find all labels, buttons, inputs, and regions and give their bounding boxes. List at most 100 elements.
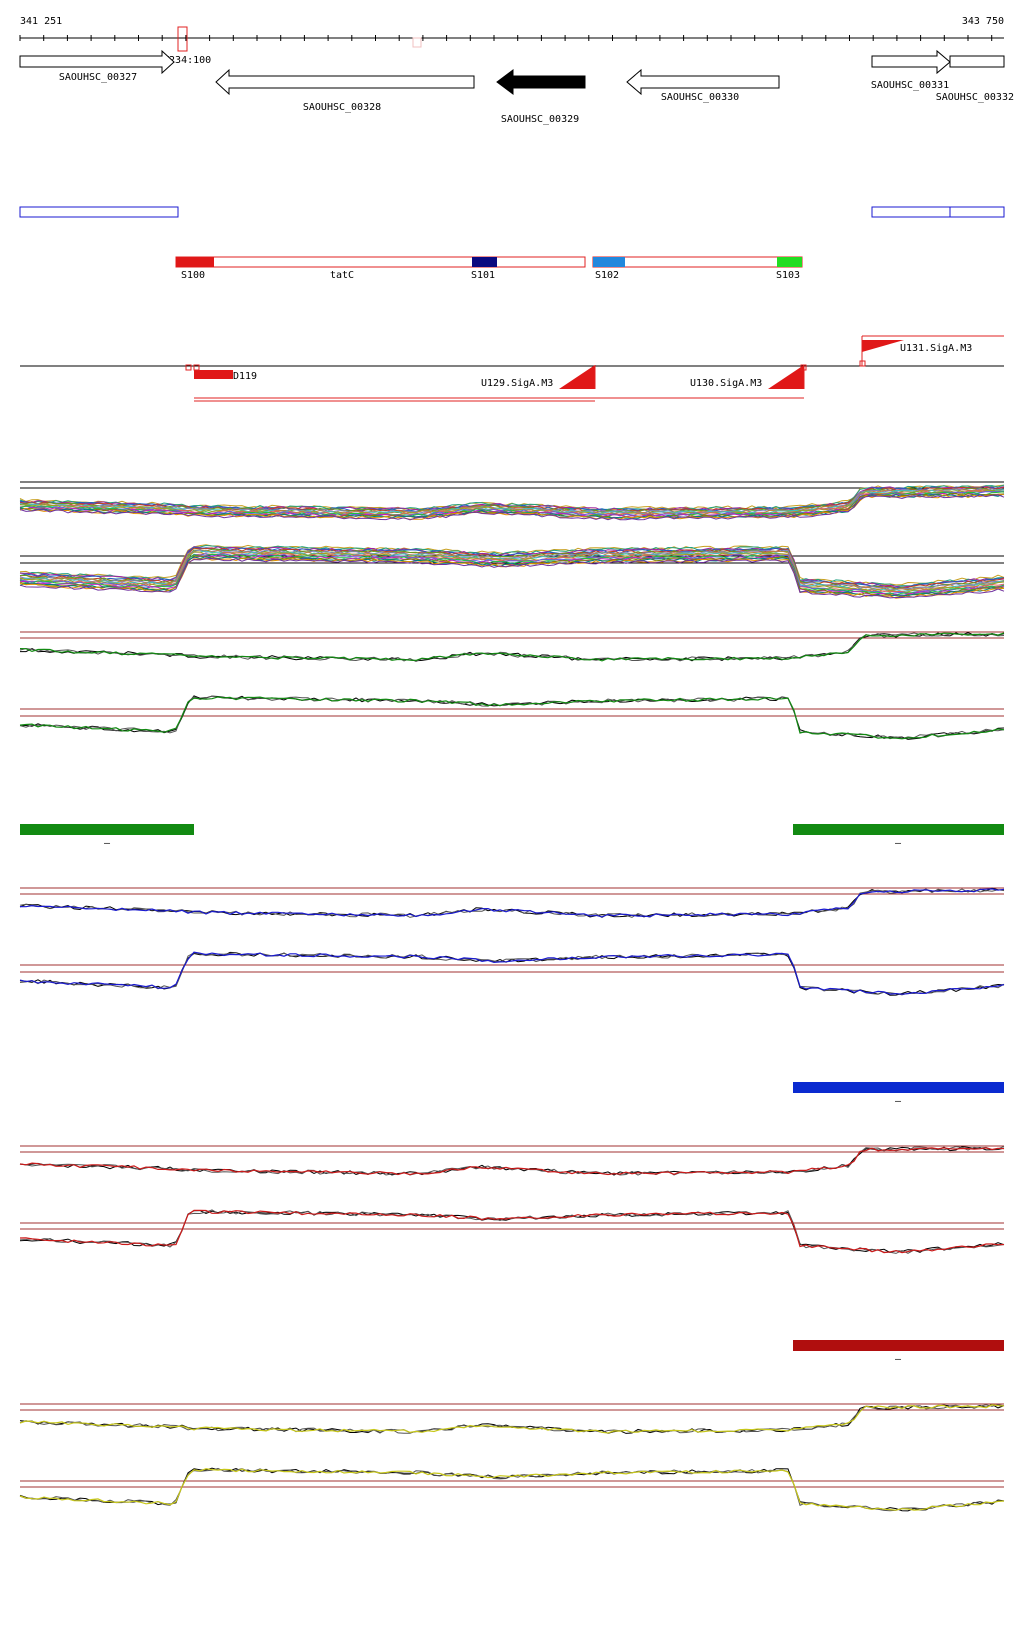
gene-label: SAOUHSC_00331 (871, 80, 949, 91)
coord-end-label: 343 750 (962, 16, 1004, 27)
profile-reference (19, 695, 1005, 740)
segment-S102[interactable] (593, 257, 625, 267)
transcript-D119-block[interactable] (194, 370, 233, 379)
segment-label-S103: S103 (776, 270, 800, 281)
transcript-start-marker (185, 364, 192, 371)
gene-SAOUHSC_00330[interactable]: SAOUHSC_00330 (626, 68, 780, 103)
condition-profiles (19, 1145, 1005, 1254)
profile-reference (19, 1146, 1005, 1176)
overview-forward-strand (19, 481, 1005, 521)
blue-box-track (19, 206, 1005, 218)
profile-reference (19, 887, 1005, 918)
blue-box[interactable] (871, 206, 1005, 218)
overview-profile (19, 494, 1005, 521)
blue-box[interactable] (19, 206, 179, 218)
profile-reference (19, 1145, 1005, 1176)
condition-track-blue (19, 887, 1005, 996)
gene-SAOUHSC_00331[interactable]: SAOUHSC_00331 (871, 49, 951, 91)
profile-reference (19, 888, 1005, 919)
segment-track: S100 tatC S101 S102 S103 (175, 256, 803, 281)
segment-label-S102: S102 (595, 270, 619, 281)
profile-reference (20, 631, 1005, 662)
bar-row-green: – – (20, 824, 1004, 849)
gene-SAOUHSC_00332[interactable]: SAOUHSC_00332 (936, 55, 1014, 103)
overview-profile (20, 488, 1005, 515)
profile-reference (19, 632, 1005, 662)
gene-arrow-forward[interactable] (871, 49, 951, 75)
gene-label: SAOUHSC_00332 (936, 92, 1014, 103)
gene-label: SAOUHSC_00329 (501, 114, 579, 125)
condition-track-green (19, 631, 1005, 740)
profile-condition (19, 1468, 1005, 1511)
gene-arrow-reverse[interactable] (215, 68, 475, 96)
bar-row-red: – (793, 1340, 1004, 1365)
profile-reference (19, 1209, 1005, 1254)
marker-label: TT234:100 (157, 55, 211, 66)
segment-label-S101: S101 (471, 270, 495, 281)
profile-condition (19, 696, 1005, 740)
overview-profile (19, 557, 1005, 599)
expression-bar[interactable] (793, 1082, 1004, 1093)
profile-condition (19, 888, 1005, 918)
gene-arrow-forward[interactable] (949, 55, 1005, 68)
overview-reverse-strand (19, 544, 1005, 599)
condition-track-yellow (19, 1403, 1005, 1512)
promoter-flag-U131[interactable] (862, 340, 904, 352)
gene-arrow-reverse[interactable] (626, 68, 780, 96)
condition-profiles (19, 1403, 1005, 1512)
transcript-label-D119: D119 (233, 371, 257, 382)
overview-profile (19, 552, 1005, 594)
gene-track: SAOUHSC_00327 SAOUHSC_00328 SAOUHSC_0032… (19, 49, 1014, 125)
gene-SAOUHSC_00329[interactable]: SAOUHSC_00329 (496, 69, 586, 125)
gene-arrow-reverse-highlighted[interactable] (496, 69, 586, 95)
transcript-start-marker (193, 364, 200, 371)
profile-reference (19, 695, 1005, 740)
expression-bar[interactable] (793, 824, 1004, 835)
profile-condition (19, 1404, 1005, 1434)
gene-SAOUHSC_00327[interactable]: SAOUHSC_00327 (19, 49, 175, 83)
ruler-ticks (19, 35, 993, 41)
segment-label-S100: S100 (181, 270, 205, 281)
segment-outline[interactable] (175, 256, 586, 268)
expression-bar[interactable] (20, 824, 194, 835)
ruler-marker-box[interactable] (177, 26, 188, 52)
promoter-label-U131: U131.SigA.M3 (900, 343, 972, 354)
condition-profiles (19, 887, 1005, 996)
profile-reference (19, 1404, 1005, 1434)
gene-label: SAOUHSC_00327 (59, 72, 137, 83)
promoter-label-U130: U130.SigA.M3 (690, 378, 762, 389)
bar-label: – (895, 1354, 902, 1365)
transcript-start-marker (859, 360, 866, 367)
promoter-flag-U130[interactable] (768, 365, 804, 389)
segment-label-tatC: tatC (330, 270, 354, 281)
condition-profiles (19, 631, 1005, 740)
transcript-start-marker (800, 364, 807, 371)
overview-profile (19, 490, 1005, 517)
profile-reference (19, 1403, 1005, 1434)
bar-label: – (895, 1096, 902, 1107)
coord-start-label: 341 251 (20, 16, 62, 27)
segment-S101[interactable] (472, 257, 497, 267)
transcript-track: D119 U129.SigA.M3 U130.SigA.M3 U131.SigA… (20, 335, 1004, 402)
expression-overview (19, 481, 1005, 599)
bar-label: – (104, 838, 111, 849)
profile-condition (19, 1147, 1005, 1176)
condition-track-red (19, 1145, 1005, 1254)
bar-label: – (895, 838, 902, 849)
promoter-label-U129: U129.SigA.M3 (481, 378, 553, 389)
profile-condition (19, 1209, 1005, 1254)
coordinate-ruler: 341 251 343 750 TT234:100 (19, 16, 1004, 66)
profile-condition (19, 632, 1005, 662)
gene-label: SAOUHSC_00328 (303, 102, 381, 113)
expression-bar[interactable] (793, 1340, 1004, 1351)
gene-label: SAOUHSC_00330 (661, 92, 739, 103)
gene-arrow-forward[interactable] (19, 49, 175, 75)
segment-S103[interactable] (777, 257, 802, 267)
ruler-marker-faint (412, 37, 422, 48)
promoter-flag-U129[interactable] (559, 365, 595, 389)
bar-row-blue: – (793, 1082, 1004, 1107)
gene-SAOUHSC_00328[interactable]: SAOUHSC_00328 (215, 68, 475, 113)
profile-condition (19, 951, 1005, 995)
segment-S100[interactable] (176, 257, 214, 267)
